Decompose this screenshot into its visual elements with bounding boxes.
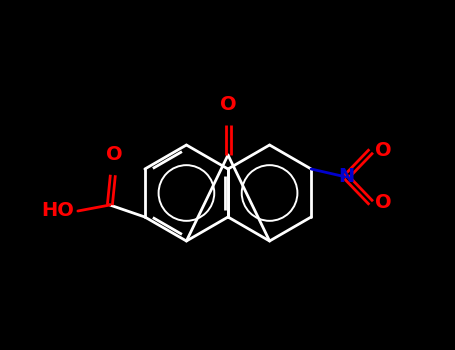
Text: O: O bbox=[375, 194, 391, 212]
Text: O: O bbox=[106, 145, 122, 164]
Text: O: O bbox=[220, 95, 236, 114]
Text: O: O bbox=[375, 141, 391, 161]
Text: HO: HO bbox=[41, 202, 74, 220]
Text: N: N bbox=[338, 168, 354, 187]
